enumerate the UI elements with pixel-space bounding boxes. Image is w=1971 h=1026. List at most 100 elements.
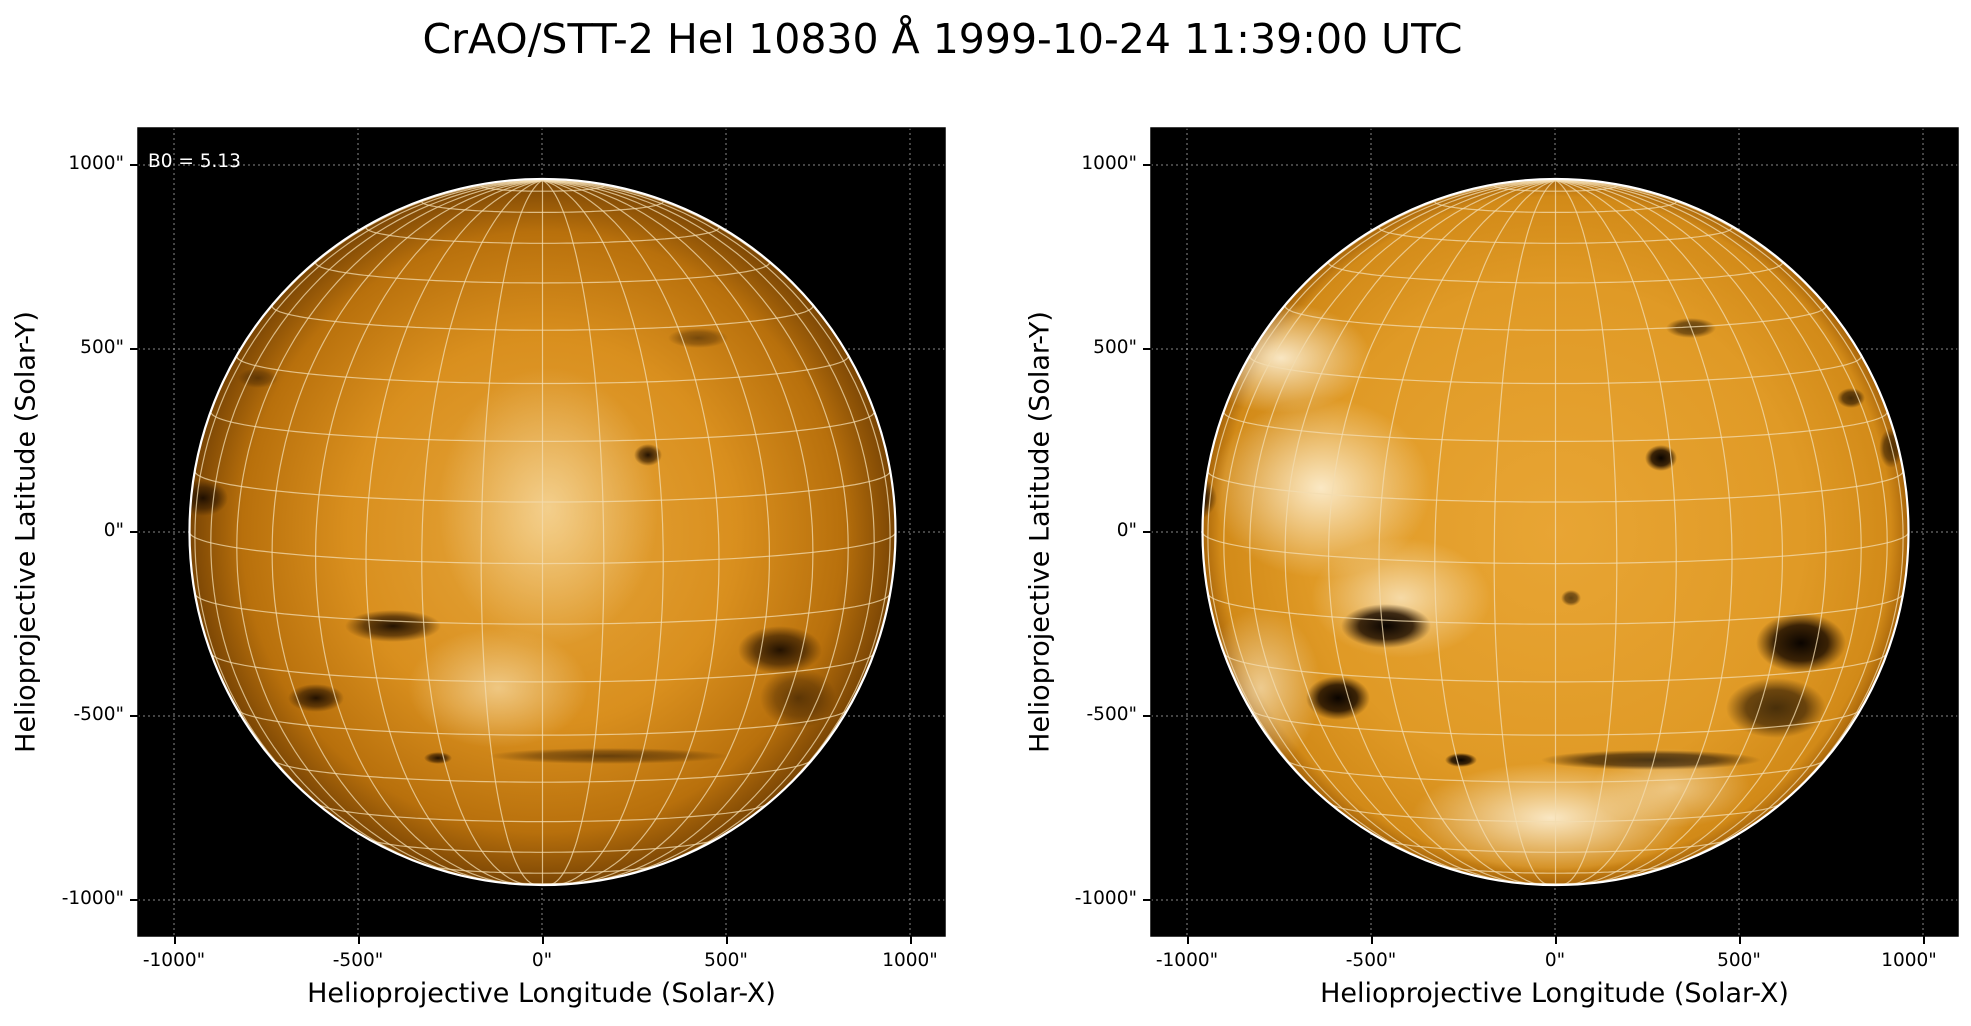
y-tickmark: [130, 899, 138, 901]
meridian-line: [1555, 179, 1827, 884]
meridian-line: [542, 179, 875, 874]
parallel-line: [1284, 305, 1827, 331]
meridian-line: [210, 179, 543, 874]
parallel-line: [317, 803, 768, 823]
parallel-line: [1328, 262, 1783, 284]
x-tick-label: -1000": [1155, 950, 1219, 971]
meridian-line: [421, 179, 543, 886]
parallel-line: [1330, 803, 1781, 823]
x-tickmark: [726, 936, 728, 944]
meridian-line: [1207, 179, 1556, 846]
parallel-line: [1201, 531, 1910, 565]
y-tick-label: -1000": [61, 888, 124, 909]
axes-frame: [1150, 127, 1959, 937]
heliographic-grid: [188, 179, 897, 886]
x-tickmark: [542, 936, 544, 944]
x-axis-label: Helioprojective Longitude (Solar-X): [307, 978, 776, 1009]
x-tick-label: 0": [531, 950, 553, 971]
figure-title: CrAO/STT-2 HeI 10830 Å 1999-10-24 11:39:…: [422, 15, 1463, 63]
parallel-line: [1207, 470, 1904, 503]
y-tick-label: -500": [1086, 704, 1138, 725]
y-tick-label: 500": [80, 337, 124, 358]
y-tickmark: [1143, 899, 1151, 901]
y-tickmark: [1143, 531, 1151, 533]
meridian-line: [542, 179, 664, 886]
meridian-line: [1434, 179, 1556, 886]
x-tick-label: 500": [704, 950, 748, 971]
x-tickmark: [1739, 936, 1741, 944]
x-axis-label: Helioprojective Longitude (Solar-X): [1320, 978, 1789, 1009]
parallel-line: [421, 201, 664, 213]
meridian-line: [542, 179, 771, 885]
x-tick-label: -500": [1345, 950, 1397, 971]
meridian-line: [194, 179, 543, 846]
parallel-line: [237, 709, 848, 736]
parallel-line: [1381, 838, 1730, 853]
parallel-line: [1207, 593, 1904, 625]
parallel-line: [1493, 185, 1618, 192]
x-tick-label: 1000": [882, 950, 938, 971]
parallel-line: [210, 652, 875, 683]
x-tick-label: -500": [332, 950, 384, 971]
parallel-line: [1286, 760, 1825, 783]
meridian-line: [314, 179, 543, 885]
parallel-line: [365, 227, 720, 244]
meridian-line: [1555, 179, 1888, 874]
y-tickmark: [1143, 715, 1151, 717]
meridian-line: [1284, 179, 1556, 884]
solar-features: [1202, 303, 1903, 873]
x-tick-label: 500": [1717, 950, 1761, 971]
meridian-line: [1555, 179, 1904, 846]
x-tick-label: -1000": [142, 950, 206, 971]
meridian-line: [1555, 179, 1733, 886]
solar-limb: [1201, 177, 1910, 887]
solar-disk-image-left: [137, 127, 946, 937]
b0-annotation: B0 = 5.13: [148, 151, 241, 172]
y-tick-label: -500": [73, 704, 125, 725]
parallel-line: [426, 864, 659, 874]
parallel-line: [315, 262, 770, 284]
parallel-line: [273, 760, 812, 783]
parallel-line: [271, 305, 814, 331]
parallel-line: [480, 185, 605, 192]
meridian-line: [542, 179, 814, 884]
meridian-line: [1493, 179, 1556, 886]
meridian-line: [1555, 179, 1784, 885]
parallel-line: [194, 470, 891, 503]
parallel-line: [1378, 227, 1733, 244]
x-tickmark: [910, 936, 912, 944]
axes-frame: [137, 127, 946, 937]
solar-image-panel-right: [1150, 127, 1959, 937]
solar-image-panel-left: [137, 127, 946, 937]
meridian-line: [1223, 179, 1556, 874]
y-tickmark: [1143, 164, 1151, 166]
y-tickmark: [130, 164, 138, 166]
meridian-line: [542, 179, 891, 846]
y-axis-label: Helioprojective Latitude (Solar-Y): [10, 311, 42, 753]
y-tickmark: [130, 531, 138, 533]
parallel-line: [236, 356, 849, 385]
solar-disk-image-right: [1150, 127, 1959, 937]
y-tick-label: 0": [1116, 520, 1137, 541]
solar-features: [189, 328, 836, 764]
meridian-line: [542, 179, 605, 886]
parallel-line: [194, 593, 891, 625]
x-tickmark: [1371, 936, 1373, 944]
y-tickmark: [130, 348, 138, 350]
heliographic-grid: [1201, 179, 1910, 886]
x-tick-label: 1000": [1881, 950, 1937, 971]
meridian-line: [480, 179, 543, 886]
y-tick-label: 0": [103, 520, 124, 541]
y-tick-label: 1000": [68, 153, 124, 174]
y-tickmark: [1143, 348, 1151, 350]
y-axis-label: Helioprojective Latitude (Solar-Y): [1024, 311, 1056, 753]
x-tickmark: [1923, 936, 1925, 944]
y-tick-label: 500": [1093, 337, 1137, 358]
y-tick-label: -1000": [1074, 888, 1137, 909]
y-tickmark: [130, 715, 138, 717]
meridian-line: [1327, 179, 1556, 885]
x-tick-label: 0": [1544, 950, 1566, 971]
meridian-line: [1555, 179, 1618, 886]
meridian-line: [1555, 179, 1677, 886]
parallel-line: [1439, 864, 1672, 874]
